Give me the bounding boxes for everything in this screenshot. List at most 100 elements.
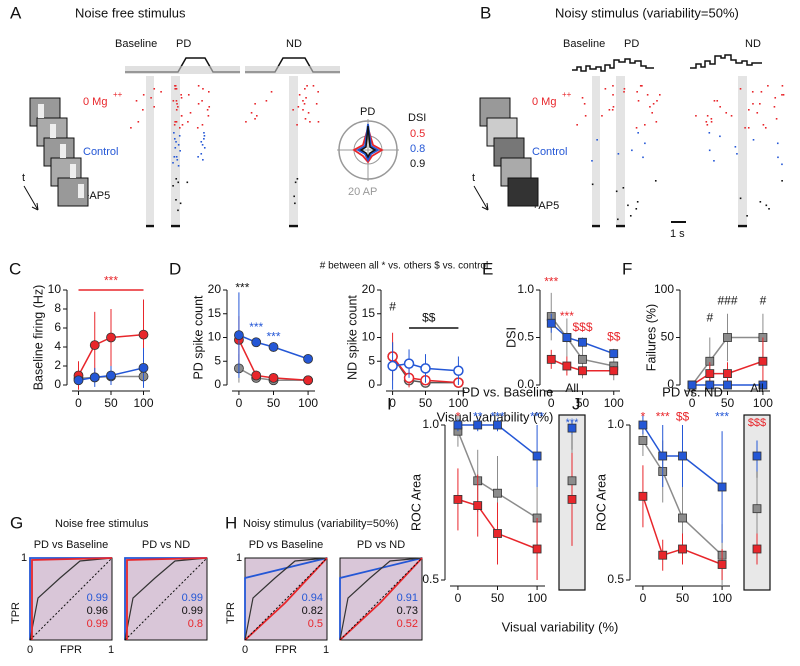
spike [200, 141, 203, 143]
auc-value: 0.91 [397, 592, 418, 604]
marker [678, 544, 687, 554]
significance: $$$ [748, 417, 766, 429]
spike [759, 201, 762, 203]
spike [197, 85, 200, 87]
spike [303, 103, 306, 105]
spike [713, 100, 716, 102]
stimulus-trace [125, 66, 240, 74]
marker [758, 356, 768, 366]
spike [175, 121, 178, 123]
label: Baseline [563, 38, 605, 50]
y-tick-label: 50 [661, 330, 675, 344]
spike [649, 106, 651, 108]
marker [251, 370, 262, 381]
marker [609, 366, 619, 376]
spike [601, 115, 603, 117]
spike [612, 85, 614, 87]
spike [659, 94, 661, 96]
dsi-value: 0.9 [410, 158, 425, 170]
spike [781, 85, 784, 87]
significance: # [389, 299, 396, 313]
spike [173, 156, 176, 158]
panel-letter: H [225, 513, 237, 532]
spike [776, 142, 779, 145]
panel-title: Noise free stimulus [55, 518, 149, 530]
spike [644, 142, 646, 145]
spike [719, 135, 721, 138]
x-tick-label: 0 [548, 396, 555, 410]
spike [651, 112, 654, 114]
auc-value: 0.99 [182, 605, 203, 617]
roc-curve [339, 557, 423, 640]
marker [752, 504, 762, 514]
series-line [691, 336, 763, 386]
tick-label: 1 [236, 552, 242, 564]
spike [719, 106, 721, 108]
superscript: ++ [113, 90, 123, 99]
marker [403, 358, 415, 369]
series-line [691, 360, 764, 386]
spike [254, 118, 256, 120]
spike [635, 208, 638, 210]
spike [710, 118, 713, 120]
condition: +AP5 [532, 200, 559, 212]
spike [725, 112, 728, 114]
spike [206, 109, 209, 111]
spike [178, 135, 181, 137]
marker [705, 380, 715, 390]
roc-curve [126, 557, 208, 640]
spike [639, 85, 642, 87]
spike [292, 109, 294, 111]
marker [578, 366, 587, 376]
panel-letter: G [10, 513, 23, 532]
y-tick-label: 20 [362, 282, 376, 296]
axis-label: TPR [10, 602, 22, 624]
spike [202, 88, 204, 90]
marker [73, 375, 84, 386]
chart-title: PD vs. Baseline [462, 384, 554, 399]
spike [627, 204, 629, 207]
marker [717, 560, 727, 569]
marker [578, 354, 587, 364]
spike [705, 121, 708, 123]
series-line [642, 424, 723, 488]
label: PD [176, 38, 191, 50]
marker [658, 550, 668, 560]
condition: Control [532, 146, 567, 158]
spike [175, 156, 178, 158]
y-axis-label: Baseline firing (Hz) [31, 285, 45, 391]
spike [744, 127, 746, 129]
spike [652, 103, 655, 105]
x-axis-label: Visual variability (%) [437, 409, 554, 424]
spike [636, 201, 639, 203]
roc-curve [244, 557, 328, 641]
spike [201, 144, 204, 146]
y-tick-label: 0.5 [517, 330, 534, 344]
marker [758, 380, 768, 390]
series-line [457, 498, 538, 550]
x-tick-label: 100 [527, 591, 547, 605]
roc-curve [31, 557, 113, 640]
y-axis-label: ND spike count [345, 295, 359, 380]
y-tick-label: 100 [654, 282, 674, 296]
panel-title: Noisy stimulus (variability=50%) [555, 5, 739, 20]
spike [583, 103, 586, 105]
spike [317, 121, 320, 123]
spike [172, 100, 175, 102]
dsi-value: 0.8 [410, 143, 425, 155]
panel-title: Noisy stimulus (variability=50%) [243, 518, 399, 530]
spike [179, 202, 182, 205]
chart-title: PD vs. ND [662, 384, 723, 399]
auc-value: 0.82 [302, 605, 323, 617]
x-tick-label: 100 [604, 396, 624, 410]
polar-plot [337, 119, 399, 181]
spike [196, 127, 199, 129]
y-tick-label: 20 [208, 282, 222, 296]
y-tick-label: 0.0 [517, 377, 534, 391]
y-tick-label: 10 [208, 330, 222, 344]
marker [752, 451, 762, 461]
spike [307, 112, 310, 114]
spike [250, 112, 253, 114]
auc-value: 0.99 [87, 592, 108, 604]
spike [304, 88, 306, 90]
